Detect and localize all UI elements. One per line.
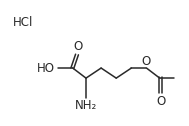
Text: O: O xyxy=(142,55,151,68)
Text: O: O xyxy=(156,95,165,108)
Text: HO: HO xyxy=(37,61,55,75)
Text: HCl: HCl xyxy=(12,16,33,29)
Text: NH₂: NH₂ xyxy=(75,99,97,112)
Text: O: O xyxy=(74,40,83,53)
